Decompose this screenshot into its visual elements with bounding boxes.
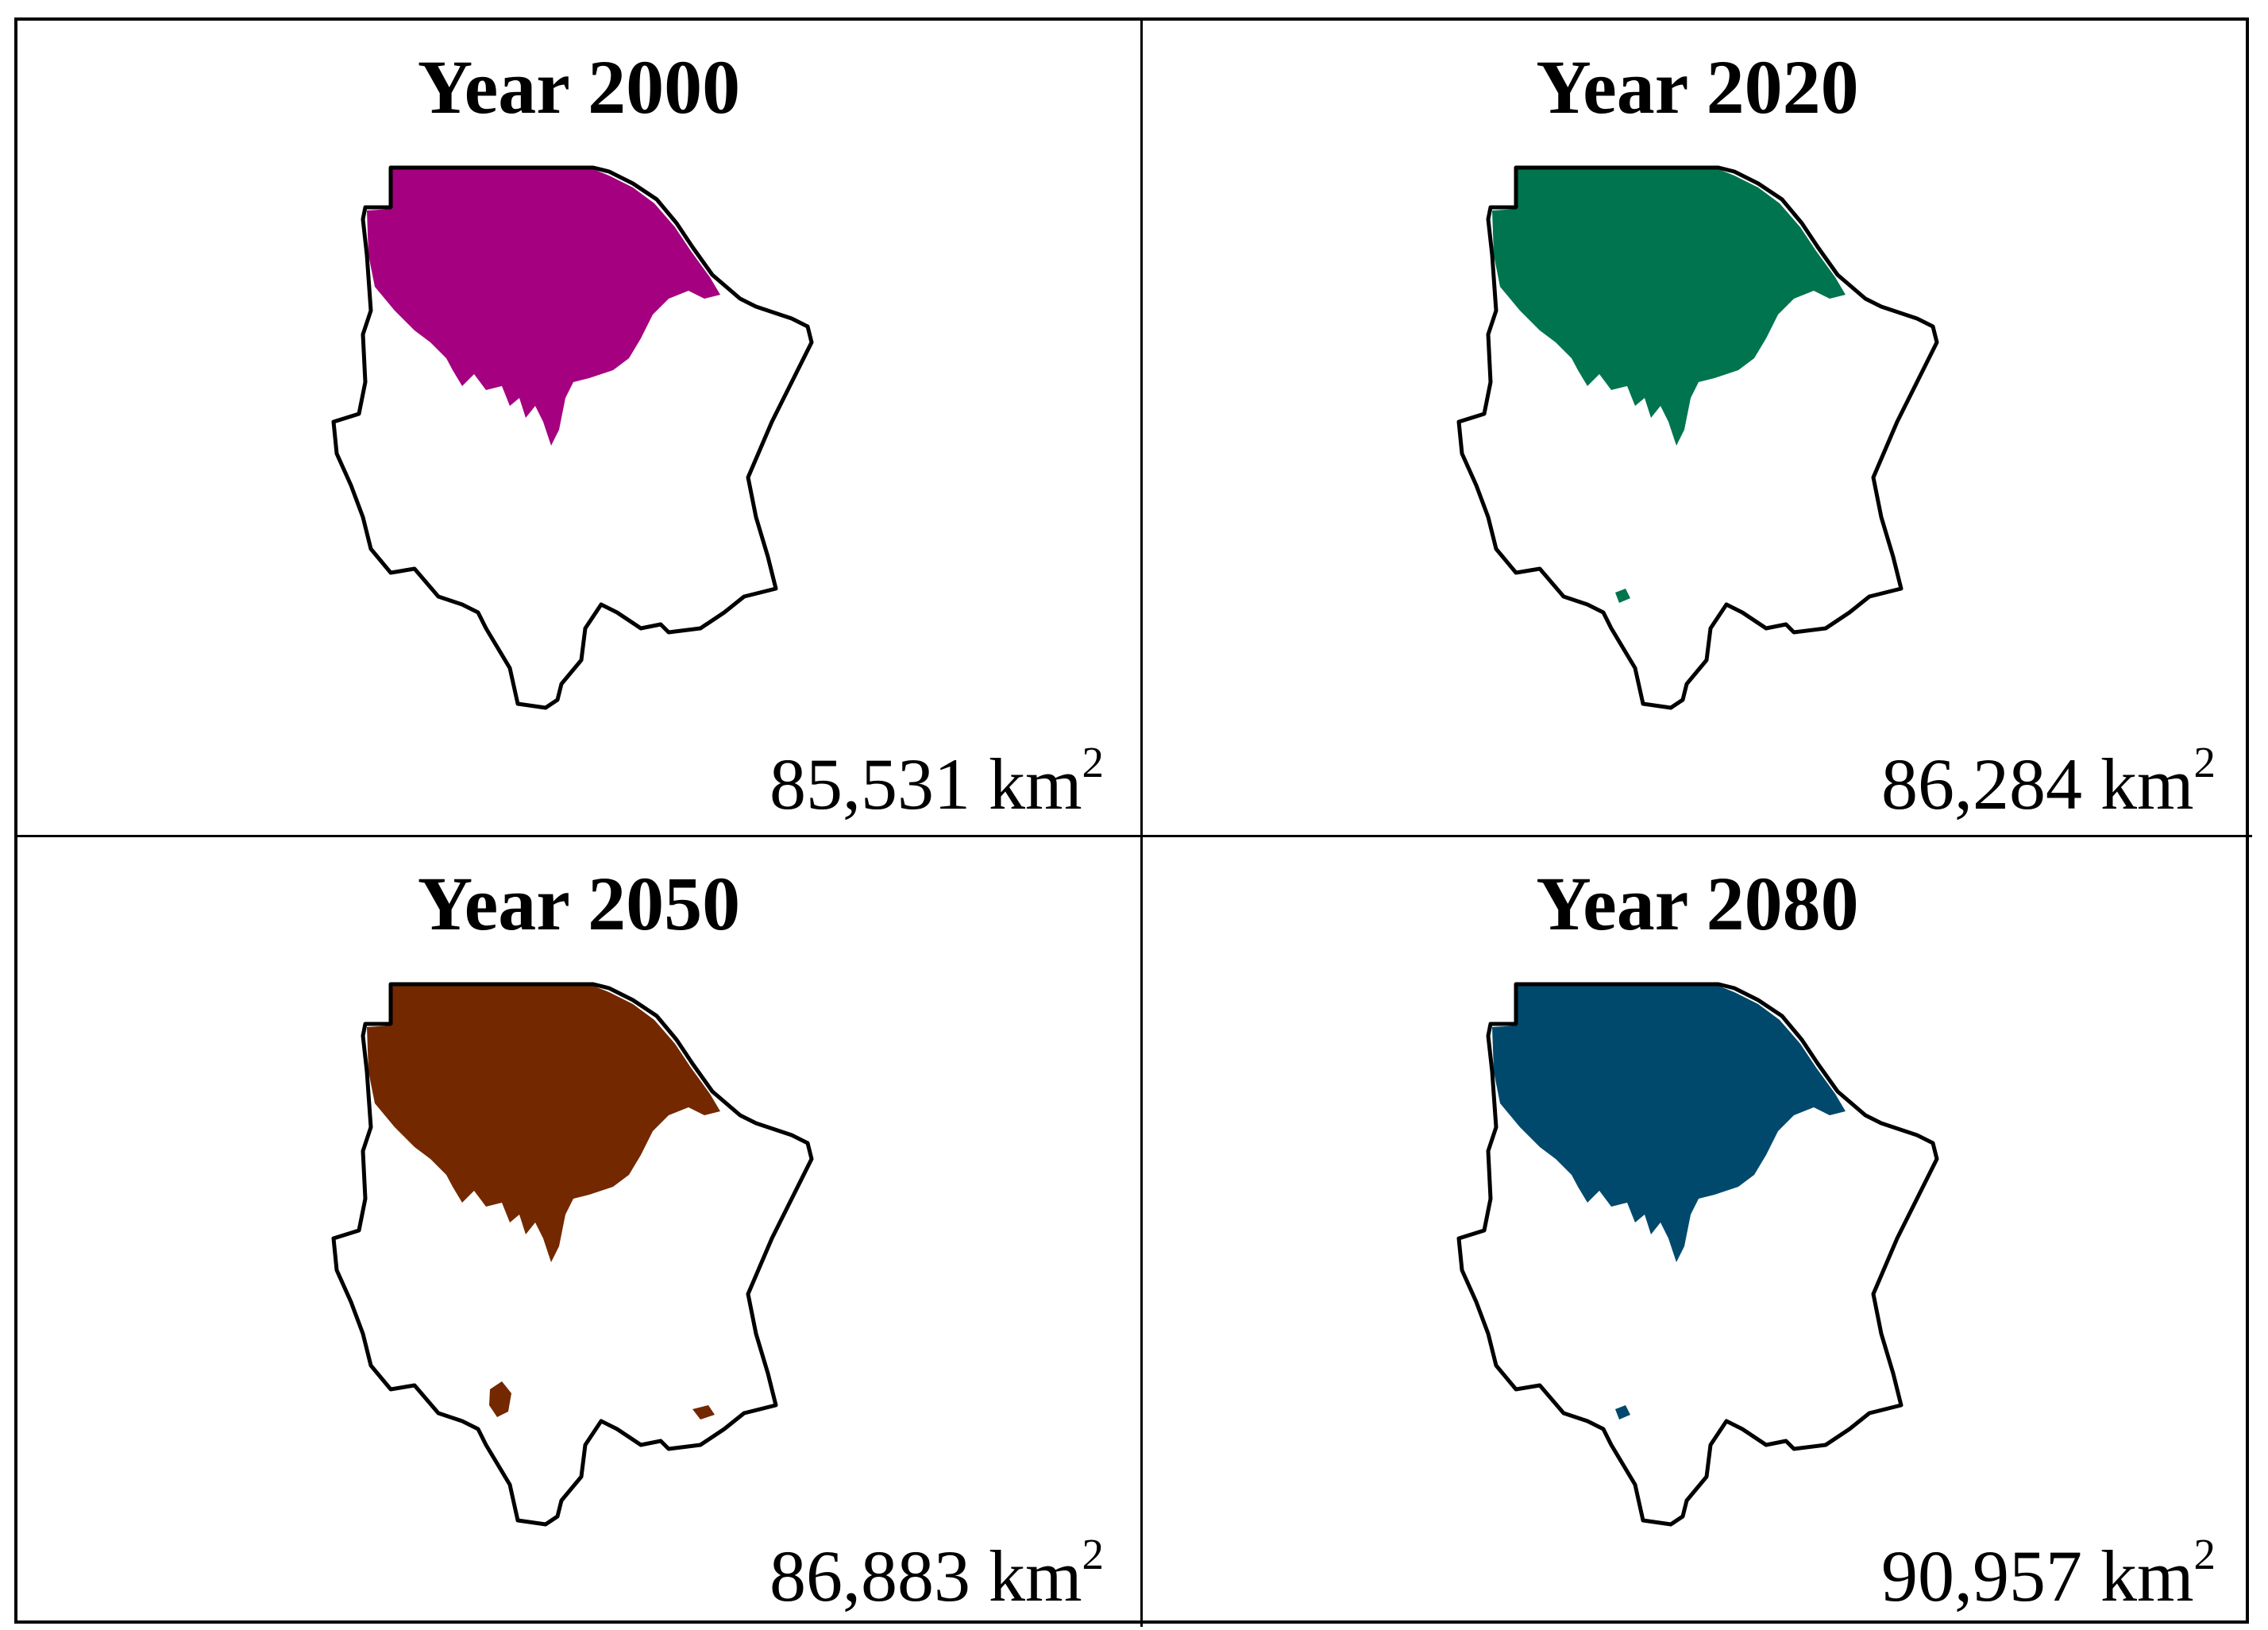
area-unit: km2 bbox=[2100, 738, 2216, 825]
area-unit: km2 bbox=[988, 1530, 1104, 1617]
region-outline bbox=[331, 982, 814, 1527]
map-panel-2000: Year 2000 85,531 km2 bbox=[17, 21, 1143, 837]
area-value-label: 90,957 km2 bbox=[1880, 1530, 2216, 1619]
map-panel-2050: Year 2050 86,883 km2 bbox=[17, 837, 1143, 1627]
area-number: 85,531 bbox=[769, 744, 970, 825]
region-outline bbox=[1456, 982, 1939, 1527]
area-value-label: 86,284 km2 bbox=[1880, 738, 2216, 827]
suitable-area bbox=[1492, 169, 1846, 603]
region-map bbox=[331, 982, 814, 1527]
area-unit: km2 bbox=[988, 738, 1104, 825]
suitable-area-patch bbox=[1615, 1405, 1630, 1419]
region-map bbox=[1456, 982, 1939, 1527]
area-number: 86,883 bbox=[769, 1535, 970, 1617]
region-outline bbox=[331, 165, 814, 710]
region-outline bbox=[1456, 165, 1939, 710]
area-value-label: 85,531 km2 bbox=[769, 738, 1104, 827]
area-number: 90,957 bbox=[1880, 1535, 2082, 1617]
suitable-area bbox=[367, 169, 720, 446]
suitable-area-patch bbox=[367, 986, 720, 1262]
panel-title: Year 2020 bbox=[1536, 44, 1859, 129]
region-map bbox=[1456, 165, 1939, 710]
area-number: 86,284 bbox=[1880, 744, 2082, 825]
suitable-area-patch bbox=[489, 1381, 511, 1417]
suitable-area bbox=[367, 986, 720, 1419]
suitable-area-patch bbox=[1615, 589, 1630, 603]
area-unit: km2 bbox=[2100, 1530, 2216, 1617]
panel-title: Year 2000 bbox=[417, 44, 741, 129]
suitable-area bbox=[1492, 986, 1846, 1419]
suitable-area-patch bbox=[1492, 986, 1846, 1262]
panel-title: Year 2050 bbox=[417, 861, 741, 946]
suitable-area-patch bbox=[367, 169, 720, 446]
panel-title: Year 2080 bbox=[1536, 861, 1859, 946]
map-comparison-grid: Year 2000 85,531 km2 Year 2020 86,284 km… bbox=[14, 17, 2252, 1627]
suitable-area-patch bbox=[1492, 169, 1846, 446]
suitable-area-patch bbox=[692, 1405, 715, 1419]
area-value-label: 86,883 km2 bbox=[769, 1530, 1104, 1619]
map-panel-2080: Year 2080 90,957 km2 bbox=[1143, 837, 2252, 1627]
map-panel-2020: Year 2020 86,284 km2 bbox=[1143, 21, 2252, 837]
region-map bbox=[331, 165, 814, 710]
